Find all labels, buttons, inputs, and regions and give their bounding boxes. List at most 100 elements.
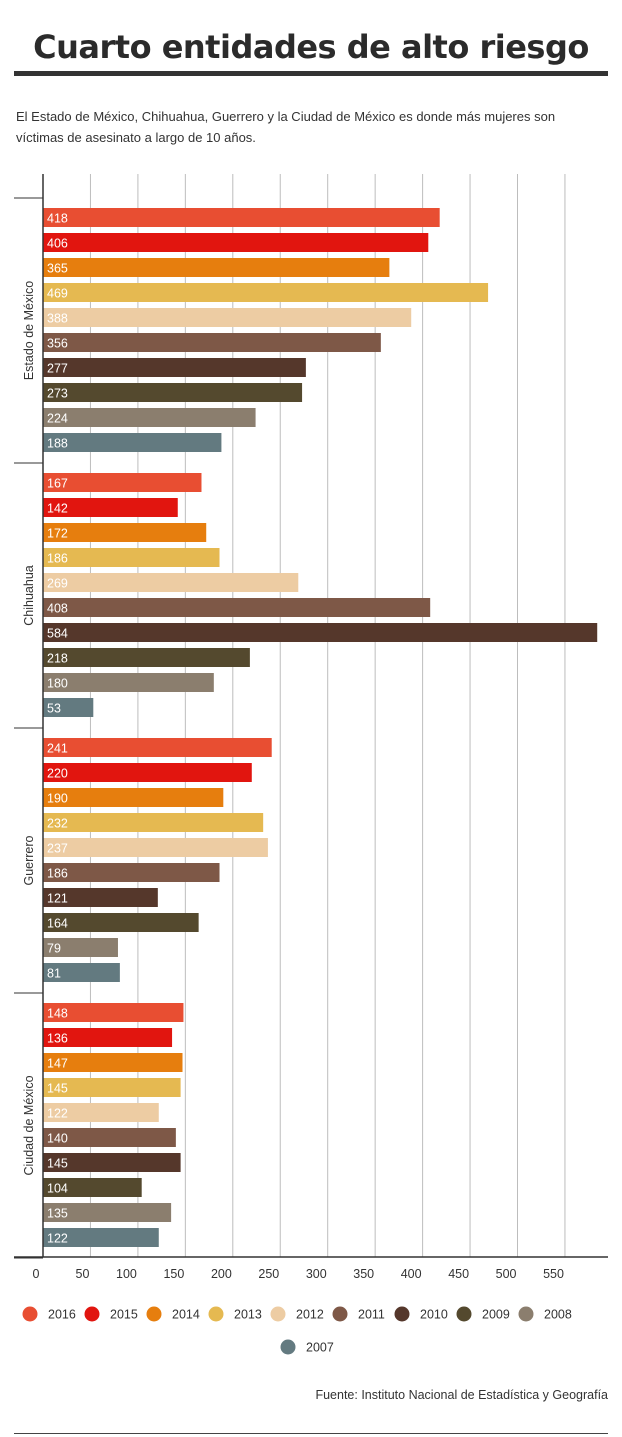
bar: [43, 308, 412, 327]
bar: [43, 498, 178, 517]
bar: [43, 623, 598, 642]
bar: [43, 863, 220, 882]
bar-value-label: 164: [47, 917, 68, 931]
bar-value-label: 145: [47, 1082, 68, 1096]
category-label: Chihuahua: [22, 565, 36, 626]
chart-legend: 2016 2015 2014 2013 2012 2011 2010 2009 2008 2007: [22, 1306, 572, 1355]
bar: [43, 433, 222, 452]
bar: [43, 1203, 172, 1222]
legend-label: 2010: [420, 1308, 448, 1322]
source-note: Fuente: Instituto Nacional de Estadístic…: [315, 1388, 608, 1402]
category-label: Ciudad de México: [22, 1075, 36, 1175]
bar-value-label: 81: [47, 967, 61, 981]
bar-value-label: 122: [47, 1107, 68, 1121]
legend-swatch: [280, 1339, 296, 1355]
bar-value-label: 180: [47, 677, 68, 691]
bar: [43, 573, 299, 592]
legend-swatch: [518, 1306, 534, 1322]
bar-value-label: 365: [47, 262, 68, 276]
legend-swatch: [270, 1306, 286, 1322]
bar-value-label: 388: [47, 312, 68, 326]
bar-chart: 418 406 365 469 388 356 277 273 224 188 Estado de …: [14, 174, 608, 1281]
bar-value-label: 172: [47, 527, 68, 541]
x-tick-label: 450: [448, 1267, 469, 1281]
bar-value-label: 356: [47, 337, 68, 351]
bar: [43, 383, 303, 402]
bar: [43, 913, 199, 932]
bar: [43, 358, 306, 377]
bar-value-label: 142: [47, 502, 68, 516]
bar: [43, 208, 440, 227]
bar: [43, 1178, 142, 1197]
legend-swatch: [208, 1306, 224, 1322]
bar: [43, 1153, 181, 1172]
bar: [43, 648, 250, 667]
legend-swatch: [146, 1306, 162, 1322]
chart-subtitle: El Estado de México, Chihuahua, Guerrero…: [16, 109, 556, 145]
bar-value-label: 232: [47, 817, 68, 831]
bar-value-label: 418: [47, 212, 68, 226]
x-tick-label: 0: [33, 1267, 40, 1281]
legend-swatch: [22, 1306, 38, 1322]
bar: [43, 333, 381, 352]
legend-label: 2014: [172, 1308, 200, 1322]
bar: [43, 1053, 183, 1072]
bar-value-label: 186: [47, 867, 68, 881]
bar-value-label: 186: [47, 552, 68, 566]
bar-value-label: 121: [47, 892, 68, 906]
legend-label: 2008: [544, 1308, 572, 1322]
bar: [43, 1003, 184, 1022]
x-tick-label: 100: [116, 1267, 137, 1281]
bar: [43, 1078, 181, 1097]
bar: [43, 523, 207, 542]
legend-label: 2013: [234, 1308, 262, 1322]
bar-value-label: 79: [47, 942, 61, 956]
bar: [43, 673, 214, 692]
bar-value-label: 140: [47, 1132, 68, 1146]
x-tick-label: 200: [211, 1267, 232, 1281]
bar: [43, 1103, 159, 1122]
bar: [43, 963, 120, 982]
bar: [43, 408, 256, 427]
bar: [43, 598, 431, 617]
x-tick-label: 400: [401, 1267, 422, 1281]
bar-value-label: 241: [47, 742, 68, 756]
bar-value-label: 224: [47, 412, 68, 426]
bar: [43, 548, 220, 567]
bar: [43, 698, 94, 717]
bar: [43, 888, 158, 907]
bar-value-label: 408: [47, 602, 68, 616]
bar-value-label: 53: [47, 702, 61, 716]
title-divider: [14, 71, 608, 76]
bar: [43, 1228, 159, 1247]
bar-value-label: 136: [47, 1032, 68, 1046]
x-tick-label: 150: [163, 1267, 184, 1281]
bar-value-label: 220: [47, 767, 68, 781]
legend-swatch: [332, 1306, 348, 1322]
bar-value-label: 122: [47, 1232, 68, 1246]
legend-label: 2012: [296, 1308, 324, 1322]
footer-divider: [14, 1433, 608, 1434]
bar-value-label: 190: [47, 792, 68, 806]
legend-swatch: [394, 1306, 410, 1322]
bar: [43, 838, 268, 857]
bar-value-label: 237: [47, 842, 68, 856]
bar: [43, 233, 429, 252]
bar-value-label: 269: [47, 577, 68, 591]
bar: [43, 1128, 176, 1147]
bar-value-label: 273: [47, 387, 68, 401]
bar-value-label: 147: [47, 1057, 68, 1071]
bar-value-label: 104: [47, 1182, 68, 1196]
bar-value-label: 188: [47, 437, 68, 451]
x-tick-label: 50: [76, 1267, 90, 1281]
bar: [43, 813, 264, 832]
x-tick-label: 500: [496, 1267, 517, 1281]
legend-label: 2007: [306, 1341, 334, 1355]
bar-value-label: 148: [47, 1007, 68, 1021]
bar: [43, 763, 252, 782]
bar-value-label: 406: [47, 237, 68, 251]
category-label: Guerrero: [22, 835, 36, 885]
bar-value-label: 135: [47, 1207, 68, 1221]
x-tick-label: 300: [306, 1267, 327, 1281]
bar: [43, 473, 202, 492]
